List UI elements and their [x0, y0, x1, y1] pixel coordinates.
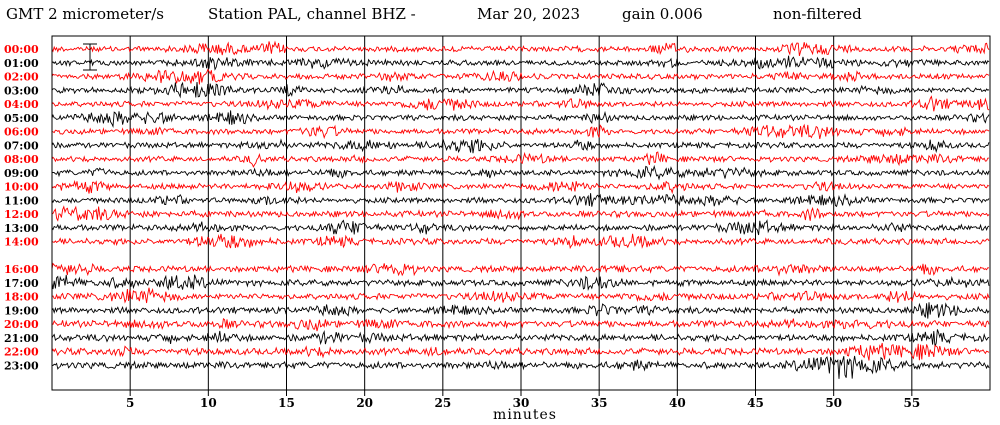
trace-20:00: [51, 318, 990, 332]
header-date: Mar 20, 2023: [477, 5, 580, 23]
row-label: 22:00: [4, 346, 39, 359]
header-gain: gain 0.006: [622, 5, 703, 23]
x-tick-label: 15: [278, 396, 295, 410]
row-label: 18:00: [4, 291, 39, 304]
row-label: 21:00: [4, 332, 39, 345]
x-tick-label: 50: [825, 396, 842, 410]
trace-group: [51, 40, 990, 379]
row-label: 06:00: [4, 126, 39, 139]
trace-08:00: [51, 151, 990, 168]
row-label: 09:00: [4, 167, 39, 180]
x-tick-label: 25: [434, 396, 451, 410]
trace-21:00: [51, 329, 990, 347]
trace-23:00: [51, 355, 990, 379]
row-label: 23:00: [4, 359, 39, 372]
row-label: 16:00: [4, 263, 39, 276]
row-label: 03:00: [4, 84, 39, 97]
row-label: 01:00: [4, 57, 39, 70]
x-tick-label: 30: [513, 396, 530, 410]
row-label: 04:00: [4, 98, 39, 111]
trace-12:00: [51, 205, 990, 222]
x-tick-label: 45: [747, 396, 764, 410]
trace-03:00: [51, 81, 990, 99]
trace-22:00: [51, 342, 990, 361]
amplitude-scale-bar: [83, 43, 97, 71]
row-label: 00:00: [4, 43, 39, 56]
trace-04:00: [51, 95, 990, 112]
row-label-group: 00:0001:0002:0003:0004:0005:0006:0007:00…: [4, 43, 39, 372]
trace-18:00: [51, 287, 990, 304]
row-label: 05:00: [4, 112, 39, 125]
trace-06:00: [51, 123, 990, 140]
row-label: 17:00: [4, 277, 39, 290]
header-station: Station PAL, channel BHZ -: [208, 5, 416, 23]
row-label: 20:00: [4, 318, 39, 331]
trace-17:00: [51, 274, 990, 291]
row-label: 10:00: [4, 181, 39, 194]
trace-19:00: [51, 302, 990, 319]
trace-10:00: [51, 179, 990, 195]
chart-header: GMT 2 micrometer/s Station PAL, channel …: [6, 5, 862, 23]
row-label: 19:00: [4, 304, 39, 317]
trace-02:00: [51, 68, 990, 85]
row-label: 14:00: [4, 236, 39, 249]
x-tick-label: 20: [356, 396, 373, 410]
row-label: 02:00: [4, 71, 39, 84]
header-units: GMT 2 micrometer/s: [6, 5, 164, 23]
x-tick-label: 5: [126, 396, 134, 410]
x-axis-label: minutes: [493, 407, 557, 423]
trace-11:00: [51, 193, 990, 208]
x-tick-label: 55: [903, 396, 920, 410]
row-label: 08:00: [4, 153, 39, 166]
row-label: 11:00: [4, 194, 39, 207]
row-label: 07:00: [4, 139, 39, 152]
trace-07:00: [51, 138, 990, 154]
row-label: 13:00: [4, 222, 39, 235]
trace-16:00: [51, 262, 990, 277]
x-tick-label: 40: [669, 396, 686, 410]
x-tick-label: 35: [591, 396, 608, 410]
header-filter: non-filtered: [773, 5, 862, 23]
trace-01:00: [51, 55, 990, 71]
trace-00:00: [51, 40, 990, 57]
x-tick-label: 10: [200, 396, 217, 410]
trace-05:00: [51, 110, 990, 129]
trace-09:00: [51, 164, 990, 181]
x-axis: 5 10 15 20 25 30 35 40 45 50 55: [126, 390, 920, 410]
trace-14:00: [51, 233, 990, 250]
trace-13:00: [51, 219, 990, 236]
row-label: 12:00: [4, 208, 39, 221]
